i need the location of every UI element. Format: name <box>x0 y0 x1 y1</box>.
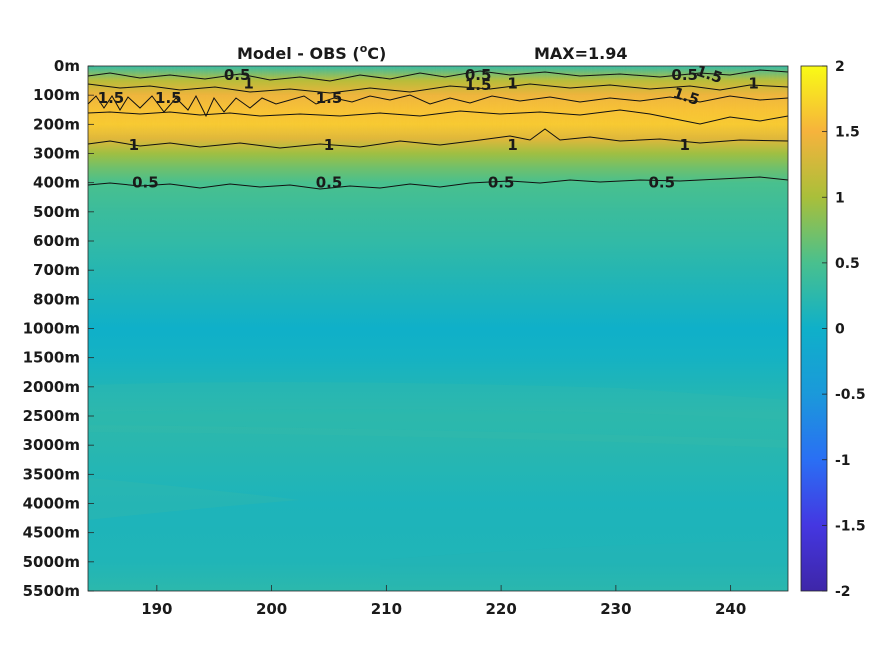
contour-1.5-upper <box>87 94 789 118</box>
colorbar-tick-label: -0.5 <box>835 387 866 403</box>
contour-lines <box>87 69 789 190</box>
y-tick-label: 400m <box>33 174 80 192</box>
y-axis-ticks: 0m 100m 200m 300m 400m 500m 600m 700m 800m 1000m 1… <box>23 57 94 600</box>
y-tick-label: 200m <box>33 115 80 133</box>
contour-label: 1.5 <box>316 89 343 107</box>
contour-label: 1.5 <box>465 76 492 94</box>
colorbar-tick-label: 1 <box>835 190 845 206</box>
x-tick-label: 240 <box>715 600 746 618</box>
contour-label: 0.5 <box>316 174 343 192</box>
colorbar-tick-label: -1.5 <box>835 518 866 534</box>
colorbar-tick-label: 0.5 <box>835 256 860 272</box>
x-axis-ticks: 190 200 210 220 230 240 <box>141 585 746 618</box>
contour-label: 1.5 <box>98 89 125 107</box>
contour-label: 0.5 <box>671 66 698 84</box>
y-tick-label: 2500m <box>23 407 80 425</box>
contour-0.5-upper <box>87 69 789 82</box>
colorbar-tick-label: 2 <box>835 59 845 75</box>
contour-label: 0.5 <box>648 174 675 192</box>
contour-label: 1 <box>507 75 517 93</box>
contour-0.5-lower <box>87 176 789 190</box>
y-tick-label: 3500m <box>23 465 80 483</box>
contour-label: 0.5 <box>132 174 159 192</box>
chart-title: Model - OBS (oC) <box>237 42 386 63</box>
x-tick-label: 190 <box>141 600 172 618</box>
y-tick-label: 2000m <box>23 378 80 396</box>
y-tick-label: 100m <box>33 86 80 104</box>
contour-1.5-lower <box>87 109 789 125</box>
y-tick-label: 1000m <box>23 320 80 338</box>
y-tick-label: 5500m <box>23 582 80 600</box>
x-tick-label: 200 <box>256 600 287 618</box>
max-value-label: MAX=1.94 <box>534 44 628 63</box>
y-tick-label: 4500m <box>23 524 80 542</box>
x-tick-label: 210 <box>371 600 402 618</box>
x-tick-label: 220 <box>485 600 516 618</box>
x-tick-label: 230 <box>600 600 631 618</box>
contour-label: 0.5 <box>465 66 492 84</box>
y-tick-label: 700m <box>33 261 80 279</box>
y-tick-label: 5000m <box>23 553 80 571</box>
y-tick-label: 500m <box>33 203 80 221</box>
contour-label: 0.5 <box>488 174 515 192</box>
contour-1-upper <box>87 83 789 94</box>
contour-label: 1 <box>507 136 517 154</box>
colorbar-tick-label: 0 <box>835 322 845 338</box>
contour-1-lower <box>87 128 789 149</box>
y-tick-label: 300m <box>33 145 80 163</box>
contour-label: 1 <box>748 75 758 93</box>
contour-label: 1 <box>243 75 253 93</box>
y-tick-label: 800m <box>33 290 80 308</box>
contour-labels: 0.5 0.5 0.51 1 11.5 1.5 1.51.5 1.51.51 1 1 10.5 0.5… <box>98 62 759 192</box>
contour-label: 1 <box>680 136 690 154</box>
heatmap-field <box>88 66 788 591</box>
contour-label: 1 <box>324 136 334 154</box>
y-tick-label: 600m <box>33 232 80 250</box>
y-tick-label: 3000m <box>23 436 80 454</box>
contour-label: 0.5 <box>224 66 251 84</box>
y-tick-label: 1500m <box>23 349 80 367</box>
colorbar-tick-label: -1 <box>835 453 851 469</box>
colorbar-tick-label: -2 <box>835 584 851 600</box>
contour-label: 1.5 <box>155 89 182 107</box>
y-tick-label: 4000m <box>23 495 80 513</box>
y-tick-label: 0m <box>54 57 80 75</box>
colorbar-tick-label: 1.5 <box>835 125 860 141</box>
colorbar-ticks: 2 1.5 1 0.5 0 -0.5 -1 -1.5 -2 <box>822 59 866 600</box>
contour-label: 1 <box>129 136 139 154</box>
